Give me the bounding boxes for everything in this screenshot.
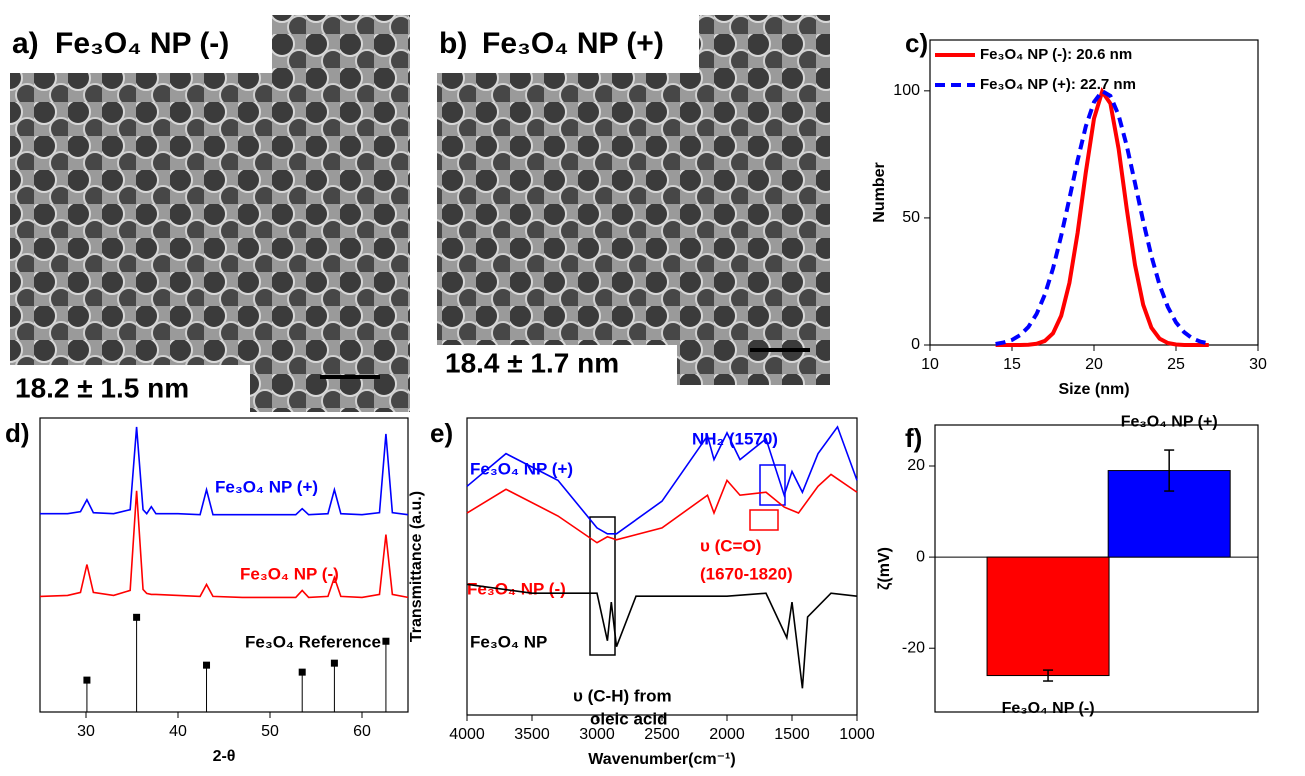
x-tick-label: 3500 (514, 726, 550, 743)
y-axis-label: Number (871, 162, 888, 222)
panel-label: a) (12, 27, 39, 60)
legend-label: Fe₃O₄ NP (+): 22.7 nm (980, 76, 1136, 93)
y-tick-label: -20 (902, 639, 925, 656)
panel-label: c) (905, 28, 928, 58)
x-tick-label: 2500 (644, 726, 680, 743)
plot-frame (39, 417, 409, 713)
series-line (40, 426, 409, 516)
y-tick-label: 50 (902, 209, 920, 226)
series-line (995, 88, 1210, 346)
annotation: oleic acid (590, 709, 667, 728)
series-label: Fe₃O₄ NP (+) (215, 477, 318, 496)
image-title: Fe₃O₄ NP (+) (482, 27, 664, 60)
x-tick-label: 30 (1249, 356, 1267, 373)
y-axis-label: Transmittance (a.u.) (408, 491, 425, 642)
label-box (10, 365, 250, 412)
x-tick-label: 1500 (774, 726, 810, 743)
tem-image (437, 15, 830, 385)
panel-label: e) (430, 418, 453, 448)
x-tick-label: 3000 (579, 726, 615, 743)
series-label: Fe₃O₄ NP (470, 632, 547, 651)
annotation: NH₂ (1570) (692, 429, 778, 448)
x-tick-label: 4000 (449, 726, 485, 743)
y-axis-label: ζ(mV) (876, 547, 893, 590)
category-label: Fe₃O₄ NP (-) (1002, 700, 1095, 717)
y-tick-label: 20 (907, 457, 925, 474)
reference-marker (298, 668, 306, 676)
x-tick-label: 1000 (839, 726, 875, 743)
annotation: (1670-1820) (700, 564, 793, 583)
series-line (466, 425, 858, 535)
panel-label: b) (439, 27, 467, 60)
highlight-box (589, 516, 616, 656)
reference-marker (203, 661, 211, 669)
category-label: Fe₃O₄ NP (+) (1121, 413, 1218, 430)
annotation: υ (C=O) (700, 536, 761, 555)
reference-label: Fe₃O₄ Reference (245, 632, 381, 651)
x-tick-label: 20 (1085, 356, 1103, 373)
x-tick-label: 25 (1167, 356, 1185, 373)
series-line (995, 87, 1209, 347)
reference-marker (83, 676, 91, 684)
bar (986, 556, 1110, 677)
highlight-box (749, 509, 779, 531)
tem-image (10, 15, 410, 412)
label-box (10, 15, 272, 73)
reference-marker (330, 659, 338, 667)
x-tick-label: 60 (353, 723, 371, 740)
panel-label: f) (905, 423, 922, 453)
plot-frame (934, 424, 1259, 713)
y-tick-label: 100 (893, 82, 920, 99)
x-tick-label: 40 (169, 723, 187, 740)
x-axis-label: 2-θ (213, 748, 236, 765)
reference-marker (133, 613, 141, 621)
y-tick-label: 0 (916, 548, 925, 565)
panel-label: d) (5, 418, 30, 448)
x-tick-label: 30 (77, 723, 95, 740)
highlight-box (759, 464, 786, 506)
x-axis-label: Size (nm) (1058, 381, 1129, 398)
x-tick-label: 15 (1003, 356, 1021, 373)
y-tick-label: 0 (911, 336, 920, 353)
series-line (466, 473, 858, 544)
series-label: Fe₃O₄ NP (-) (240, 564, 339, 583)
x-tick-label: 10 (921, 356, 939, 373)
series-label: Fe₃O₄ NP (+) (470, 459, 573, 478)
reference-marker (382, 637, 390, 645)
series-label: Fe₃O₄ NP (-) (467, 579, 566, 598)
x-tick-label: 2000 (709, 726, 745, 743)
legend-label: Fe₃O₄ NP (-): 20.6 nm (980, 46, 1132, 63)
series-line (39, 490, 409, 599)
image-caption: 18.2 ± 1.5 nm (15, 372, 189, 403)
x-axis-label: Wavenumber(cm⁻¹) (588, 751, 735, 768)
image-caption: 18.4 ± 1.7 nm (445, 347, 619, 378)
annotation: υ (C-H) from (573, 686, 672, 705)
x-tick-label: 50 (261, 723, 279, 740)
series-line (466, 583, 858, 689)
label-box (437, 15, 699, 73)
label-box (437, 345, 677, 385)
image-title: Fe₃O₄ NP (-) (55, 27, 229, 60)
